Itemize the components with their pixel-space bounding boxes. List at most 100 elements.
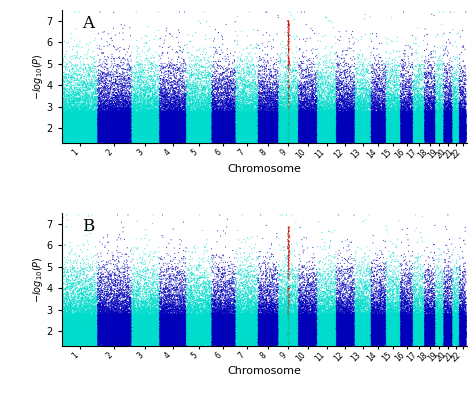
Point [172, 134, 179, 140]
Point [339, 331, 347, 337]
Point [137, 115, 145, 122]
Point [446, 313, 454, 319]
Point [193, 299, 201, 306]
Point [407, 117, 414, 123]
Point [105, 123, 113, 129]
Point [210, 126, 218, 133]
Point [397, 135, 404, 142]
Point [292, 121, 300, 128]
Point [63, 319, 71, 325]
Point [316, 332, 324, 338]
Point [294, 129, 301, 135]
Point [253, 321, 260, 328]
Point [456, 331, 463, 337]
Point [112, 321, 119, 327]
Point [445, 135, 452, 141]
Point [374, 109, 382, 116]
Point [361, 318, 368, 325]
Point [208, 336, 216, 343]
Point [83, 322, 91, 328]
Point [424, 131, 432, 137]
Point [207, 119, 214, 126]
Point [109, 134, 117, 140]
Point [150, 120, 158, 127]
Point [217, 315, 225, 321]
Point [290, 320, 298, 326]
Point [302, 332, 310, 339]
Point [231, 341, 239, 348]
Point [264, 116, 271, 122]
Point [182, 132, 190, 139]
Point [230, 124, 237, 130]
Point [403, 100, 410, 106]
Point [191, 340, 199, 347]
Point [205, 311, 212, 318]
Point [191, 318, 199, 324]
Point [168, 324, 175, 331]
Point [285, 122, 292, 128]
Point [283, 321, 291, 327]
Point [388, 336, 396, 342]
Point [412, 285, 420, 292]
Point [100, 336, 108, 342]
Point [383, 334, 391, 340]
Point [281, 137, 289, 144]
Point [174, 115, 182, 121]
Point [191, 128, 199, 135]
Point [309, 325, 317, 332]
Point [267, 137, 275, 143]
Point [195, 126, 203, 132]
Point [206, 135, 214, 141]
Point [330, 115, 337, 121]
Point [454, 106, 461, 113]
Point [389, 330, 396, 336]
Point [224, 330, 231, 337]
Point [283, 132, 291, 139]
Point [71, 293, 79, 299]
Point [389, 114, 397, 121]
Point [388, 111, 395, 117]
Point [75, 333, 82, 339]
Point [360, 119, 367, 125]
Point [403, 138, 410, 144]
Point [99, 302, 107, 309]
Point [299, 327, 307, 334]
Point [273, 113, 281, 120]
Point [194, 305, 201, 311]
Point [82, 121, 90, 127]
Point [417, 135, 424, 141]
Point [275, 113, 283, 119]
Point [192, 325, 200, 331]
Point [449, 325, 456, 331]
Point [430, 289, 438, 296]
Point [409, 136, 416, 142]
Point [194, 334, 202, 340]
Point [98, 125, 105, 132]
Point [270, 331, 277, 337]
Point [276, 123, 284, 129]
Point [166, 111, 173, 118]
Point [191, 129, 198, 135]
Point [347, 123, 355, 129]
Point [275, 317, 283, 323]
Point [219, 321, 226, 328]
Point [377, 319, 384, 325]
Point [179, 117, 187, 124]
Point [80, 341, 88, 347]
Point [250, 310, 258, 316]
Point [268, 315, 276, 321]
Point [81, 138, 88, 144]
Point [106, 129, 114, 135]
Point [434, 129, 442, 135]
Point [394, 95, 401, 101]
Point [206, 135, 214, 142]
Point [72, 317, 80, 324]
Point [261, 329, 269, 335]
Point [169, 335, 176, 341]
Point [106, 318, 113, 324]
Point [235, 112, 242, 118]
Point [67, 111, 75, 118]
Point [275, 330, 283, 336]
Point [301, 334, 309, 340]
Point [216, 301, 224, 307]
